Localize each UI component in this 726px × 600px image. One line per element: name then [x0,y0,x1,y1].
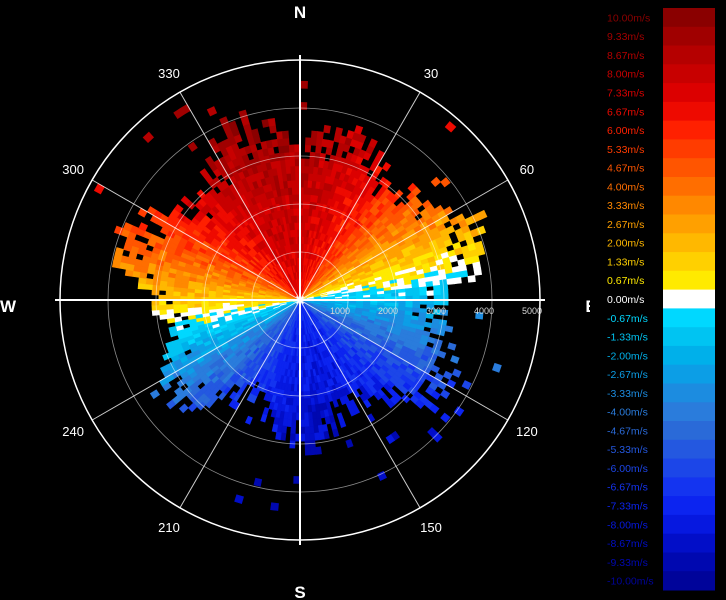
colorbar-label: -4.67m/s [607,425,648,437]
colorbar-swatch [663,214,715,234]
colorbar-label: -2.00m/s [607,350,648,362]
colorbar-label: -5.33m/s [607,444,648,456]
colorbar-swatch [663,327,715,347]
colorbar-swatch [663,289,715,309]
colorbar-swatch [663,177,715,197]
colorbar-label: 8.00m/s [607,69,644,81]
velocity-cell [323,124,331,134]
colorbar-swatch [663,139,715,159]
colorbar-swatch [663,26,715,47]
colorbar-label: 0.00m/s [607,294,644,306]
colorbar-swatch [663,233,715,253]
colorbar-label: -3.33m/s [607,388,648,400]
colorbar-swatch [663,83,715,103]
velocity-cell [354,125,364,135]
colorbar-swatches [663,8,715,591]
colorbar-swatch [663,477,715,497]
colorbar-swatch [663,195,715,215]
colorbar-swatch [663,308,715,328]
colorbar-swatch [663,8,715,28]
colorbar-label: -7.33m/s [607,501,648,513]
colorbar-swatch [663,270,715,291]
velocity-cell [411,186,422,197]
colorbar-label: -8.00m/s [607,519,648,531]
colorbar-label: 4.67m/s [607,163,644,175]
colorbar-swatch [663,364,715,384]
velocity-cell [444,121,457,133]
colorbar-label: 1.33m/s [607,257,644,269]
colorbar-swatch [663,45,715,65]
colorbar-label: -6.67m/s [607,482,648,494]
colorbar-label: -8.67m/s [607,538,648,550]
colorbar-swatch [663,533,715,553]
colorbar-swatch [663,101,715,122]
colorbar-label: 9.33m/s [607,31,644,43]
colorbar-label: 5.33m/s [607,144,644,156]
velocity-cell [368,138,378,149]
colorbar-label: 6.00m/s [607,125,644,137]
colorbar-label: 2.00m/s [607,238,644,250]
velocity-cell [382,179,392,190]
velocity-cell [381,161,392,172]
colorbar-label: -9.33m/s [607,557,648,569]
velocity-cell [477,209,488,220]
colorbar-labels: 10.00m/s 9.33m/s 8.67m/s 8.00m/s 7.33m/s 6.67… [607,12,654,587]
colorbar-label: -4.00m/s [607,407,648,419]
colorbar-label: -0.67m/s [607,313,648,325]
colorbar-label: 7.33m/s [607,88,644,100]
velocity-cell [334,127,344,136]
velocity-cell [440,177,451,188]
colorbar-label: 2.67m/s [607,219,644,231]
colorbar-swatch [663,383,715,403]
colorbar-label: 4.00m/s [607,181,644,193]
colorbar-label: 6.67m/s [607,106,644,118]
colorbar-label: -10.00m/s [607,576,654,588]
colorbar-swatch [663,120,715,140]
colorbar-label: -2.67m/s [607,369,648,381]
colorbar-label: -1.33m/s [607,332,648,344]
colorbar-swatch [663,496,715,516]
ppi-plot: 1000 2000 3000 4000 5000 3060120150210240300… [0,3,590,600]
colorbar-swatch [663,158,715,178]
velocity-cell [394,189,404,199]
colorbar-swatch [663,458,715,478]
colorbar-label: 10.00m/s [607,12,650,24]
colorbar-swatch [663,64,715,84]
colorbar-swatch [663,252,715,272]
velocity-cell [357,133,367,144]
colorbar-swatch [663,345,715,366]
colorbar-swatch [663,571,715,591]
colorbar-label: 0.67m/s [607,275,644,287]
velocity-cell [476,225,487,236]
colorbar-swatch [663,421,715,441]
colorbar-label: 8.67m/s [607,50,644,62]
colorbar-label: -6.00m/s [607,463,648,475]
colorbar-swatch [663,439,715,460]
colorbar-swatch [663,514,715,535]
colorbar-label: 3.33m/s [607,200,644,212]
colorbar-swatch [663,402,715,422]
colorbar-swatch [663,552,715,572]
